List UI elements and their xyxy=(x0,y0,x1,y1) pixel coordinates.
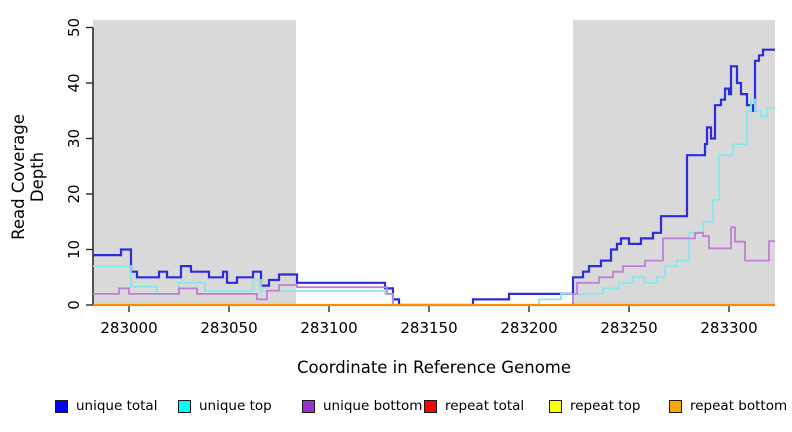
chart-legend: unique total unique top unique bottom re… xyxy=(0,396,792,420)
x-tick-label: 283050 xyxy=(200,319,257,337)
legend-label: unique bottom xyxy=(323,398,423,414)
y-axis-label: Read Coverage Depth xyxy=(9,114,47,240)
legend-label: repeat bottom xyxy=(690,398,788,414)
y-tick-label: 20 xyxy=(65,184,83,203)
repeat-top-swatch-icon xyxy=(549,399,562,413)
y-tick-label: 0 xyxy=(65,300,83,310)
y-tick-label: 30 xyxy=(65,129,83,148)
x-tick-label: 283200 xyxy=(500,319,557,337)
shaded-region xyxy=(573,20,775,305)
legend-item-unique-total: unique total xyxy=(55,396,157,416)
unique-total-swatch-icon xyxy=(55,399,68,413)
x-tick-label: 283300 xyxy=(700,319,757,337)
x-axis-label: Coordinate in Reference Genome xyxy=(296,358,572,377)
legend-label: unique top xyxy=(199,398,272,414)
y-tick-label: 40 xyxy=(65,73,83,92)
repeat-total-swatch-icon xyxy=(424,399,437,413)
repeat-bottom-swatch-icon xyxy=(669,399,682,413)
x-tick-label: 283250 xyxy=(600,319,657,337)
legend-item-unique-bottom: unique bottom xyxy=(302,396,422,416)
x-tick-label: 283150 xyxy=(400,319,457,337)
x-tick-label: 283100 xyxy=(300,319,357,337)
legend-item-repeat-bottom: repeat bottom xyxy=(669,396,787,416)
legend-label: unique total xyxy=(76,398,158,414)
series-unique-total xyxy=(93,48,775,307)
legend-label: repeat top xyxy=(570,398,641,414)
legend-item-repeat-top: repeat top xyxy=(549,396,640,416)
legend-label: repeat total xyxy=(445,398,525,414)
series-unique-bottom xyxy=(93,226,775,306)
series-unique-top xyxy=(93,98,775,306)
legend-item-repeat-total: repeat total xyxy=(424,396,524,416)
legend-item-unique-top: unique top xyxy=(178,396,272,416)
unique-bottom-swatch-icon xyxy=(302,399,315,413)
y-tick-label: 50 xyxy=(65,18,83,37)
y-tick-label: 10 xyxy=(65,240,83,259)
x-tick-label: 283000 xyxy=(100,319,157,337)
shaded-region xyxy=(93,20,296,305)
unique-top-swatch-icon xyxy=(178,399,191,413)
